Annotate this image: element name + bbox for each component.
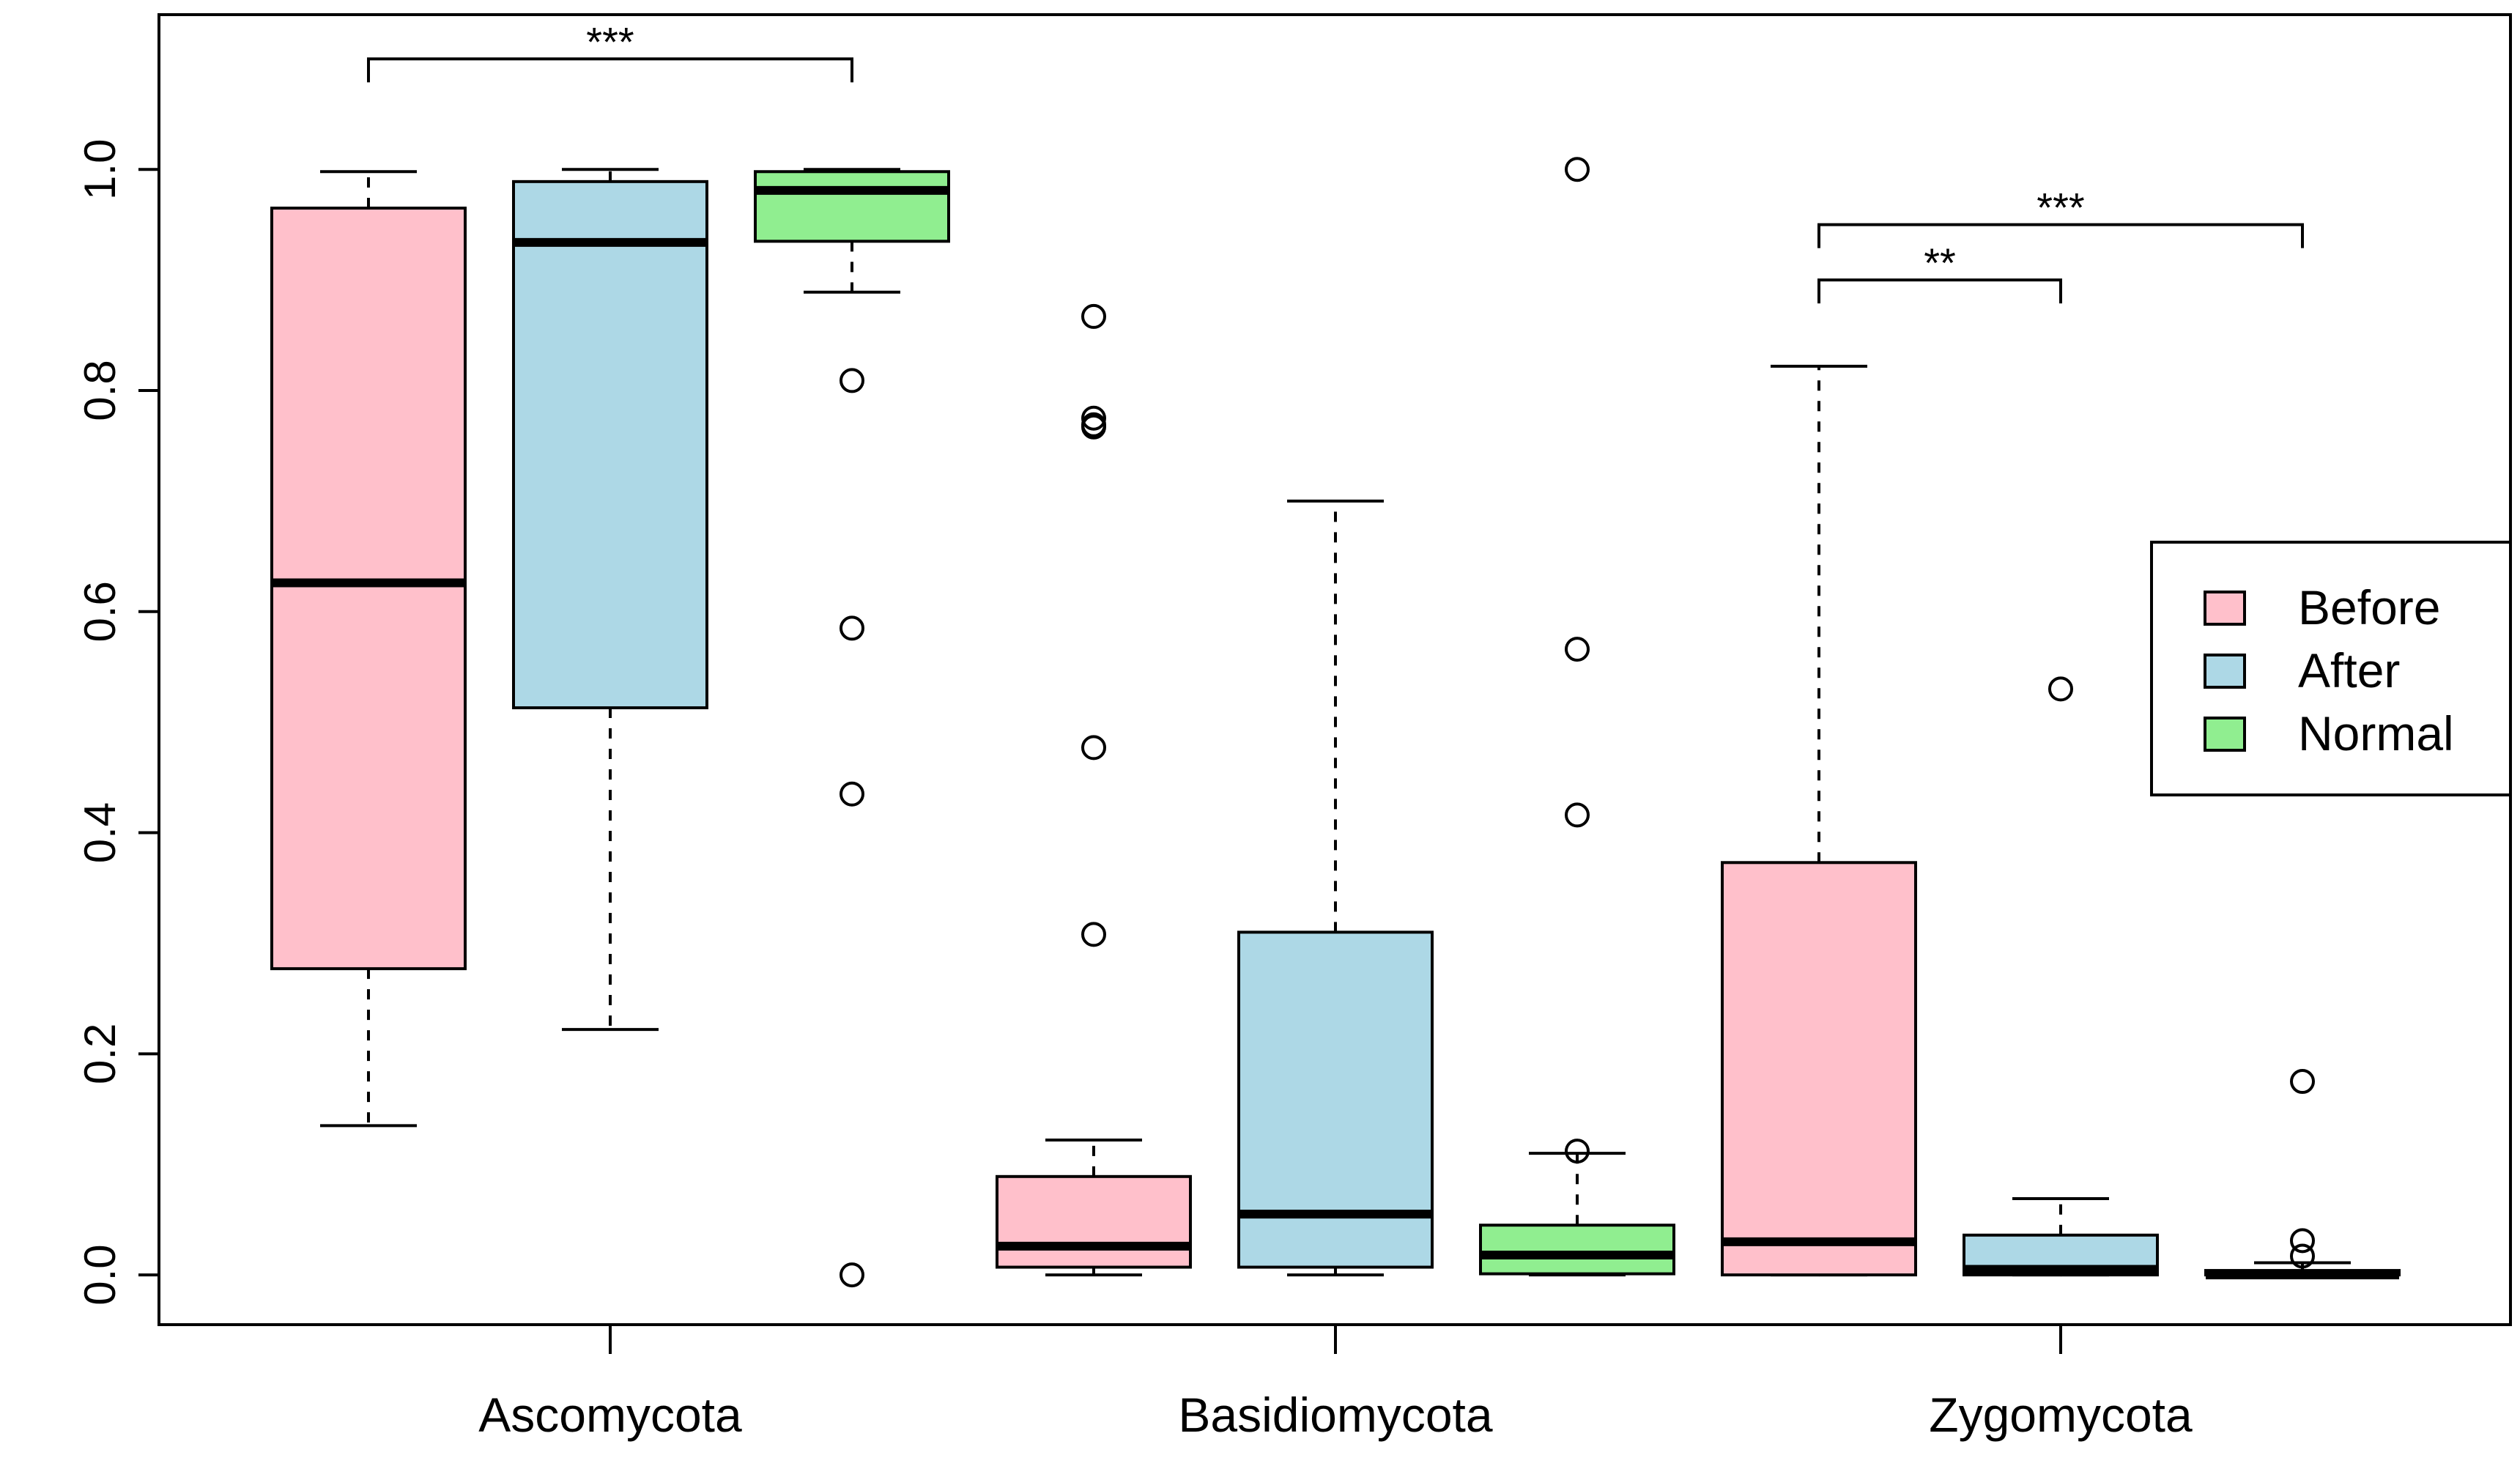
box-ascomycota-normal [754,168,950,1288]
bracket-line [367,57,853,83]
outlier-point [1565,1139,1590,1164]
bracket-line [1817,278,2062,304]
outlier-point [1565,157,1590,182]
legend-item-normal: Normal [2204,706,2454,761]
box-body [1721,861,1917,1277]
y-tick-label: 0.2 [75,1024,125,1084]
outlier-point [2290,1243,2315,1269]
significance-bracket: ** [1817,240,2062,304]
legend-label: Before [2298,580,2440,634]
significance-bracket: *** [1817,185,2304,248]
outlier-point [2290,1069,2315,1095]
legend-swatch [2204,591,2246,626]
box-basidiomycota-after [1237,499,1434,1277]
outlier-point [1081,414,1106,440]
outlier-point [840,615,864,641]
y-tick-label: 0.0 [75,1244,125,1305]
y-tick-label: 0.6 [75,581,125,642]
outlier-point [1081,735,1106,761]
legend-label: Normal [2298,706,2454,761]
significance-label: *** [2037,185,2084,231]
box-body [754,170,950,243]
significance-brackets: ******** [367,18,2304,304]
legend-label: After [2298,643,2400,697]
bracket-line [1817,223,2304,248]
outlier-point [1565,637,1590,662]
x-tick-label: Zygomycota [1929,1388,2193,1442]
outlier-point [2048,676,2073,702]
box-basidiomycota-before [996,303,1192,1277]
box-zygomycota-before [1721,364,1917,1277]
outlier-point [2290,1228,2315,1254]
legend-swatch [2204,654,2246,689]
box-ascomycota-after [512,168,708,1032]
outlier-point [1081,922,1106,947]
box-zygomycota-normal [2204,1069,2401,1280]
significance-label: *** [586,18,634,64]
box-body [512,180,708,710]
box-body [1479,1224,1675,1276]
box-basidiomycota-normal [1479,157,1675,1277]
significance-bracket: *** [367,18,853,83]
box-body [270,207,467,971]
y-tick-label: 1.0 [75,139,125,200]
boxes-layer [270,157,2401,1288]
x-tick-label: Basidiomycota [1178,1388,1492,1442]
outlier-point [1565,802,1590,828]
outlier-point [1081,303,1106,329]
legend: Before After Normal [2150,541,2512,796]
x-tick-label: Ascomycota [478,1388,742,1442]
outlier-point [840,781,864,807]
y-axis: 0.0 0.2 0.4 0.6 0.8 1.0 [75,139,159,1306]
outlier-point [840,368,864,393]
outlier-point [1081,405,1106,431]
box-zygomycota-after [1963,676,2159,1277]
outlier-point [840,1262,864,1288]
legend-item-before: Before [2204,580,2440,634]
x-axis: Ascomycota Basidiomycota Zygomycota [478,1325,2193,1442]
y-tick-label: 0.4 [75,802,125,863]
legend-swatch [2204,717,2246,752]
y-tick-label: 0.8 [75,360,125,421]
legend-item-after: After [2204,643,2400,697]
box-body [996,1174,1192,1269]
significance-label: ** [1924,240,1956,286]
box-ascomycota-before [270,170,467,1128]
